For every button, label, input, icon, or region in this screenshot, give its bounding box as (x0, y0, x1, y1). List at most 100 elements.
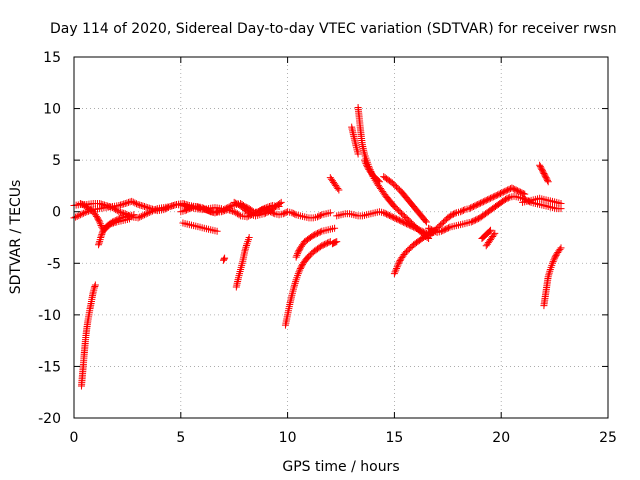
data-point (134, 200, 142, 208)
data-point (315, 229, 323, 237)
data-point (212, 208, 220, 216)
data-point (140, 211, 148, 219)
data-point (225, 203, 233, 211)
data-point (478, 198, 486, 206)
data-point (277, 198, 285, 206)
data-point (442, 225, 450, 233)
data-point (260, 210, 268, 218)
data-point (421, 217, 429, 225)
x-tick-label: 15 (385, 430, 403, 446)
data-point (100, 201, 108, 209)
data-point (181, 207, 189, 215)
data-point (391, 214, 399, 222)
data-point (73, 212, 81, 220)
data-point (106, 220, 114, 228)
data-point (308, 232, 316, 240)
data-point (185, 205, 193, 213)
data-point (492, 192, 500, 200)
data-point (550, 256, 558, 264)
data-point (116, 208, 124, 216)
data-point (459, 206, 467, 214)
series-sat-r (360, 156, 383, 186)
chart-title: Day 114 of 2020, Sidereal Day-to-day VTE… (50, 21, 617, 37)
y-tick-label: -5 (47, 256, 61, 272)
data-point (381, 209, 389, 217)
data-point (334, 185, 342, 193)
data-point (374, 177, 382, 185)
data-point (552, 251, 560, 259)
series-sat-z (540, 244, 565, 310)
series-sat-h (220, 254, 229, 264)
data-point (214, 207, 222, 215)
data-point (477, 199, 485, 207)
data-point (314, 229, 322, 237)
data-point (288, 209, 296, 217)
data-point (120, 200, 128, 208)
data-point (98, 230, 106, 238)
data-point (241, 245, 249, 253)
data-point (148, 207, 156, 215)
data-point (95, 241, 103, 249)
data-point (427, 226, 435, 234)
data-point (220, 206, 228, 214)
data-point (545, 271, 553, 279)
y-tick-label: -20 (38, 411, 61, 427)
data-point (123, 199, 131, 207)
data-point (224, 204, 232, 212)
data-point (309, 231, 317, 239)
series-sat-q (348, 123, 362, 158)
data-point (544, 178, 552, 186)
data-point (425, 224, 433, 232)
data-point (481, 197, 489, 205)
data-point (292, 253, 300, 261)
data-point (331, 224, 339, 232)
data-point (111, 219, 119, 227)
plot-frame (73, 56, 609, 419)
data-point (91, 282, 99, 290)
data-point (142, 203, 150, 211)
data-point (232, 199, 240, 207)
data-point (508, 184, 516, 192)
data-point (519, 189, 527, 197)
data-point (179, 199, 187, 207)
series-sat-n (326, 174, 343, 194)
data-point (475, 200, 483, 208)
data-point (78, 210, 86, 218)
series-sat-k (281, 238, 334, 329)
data-point (390, 270, 398, 278)
data-point (398, 218, 406, 226)
series-sat-l (292, 224, 339, 261)
data-point (504, 194, 512, 202)
series-sat-x (482, 229, 499, 250)
data-point (262, 209, 270, 217)
data-point (318, 242, 326, 250)
data-point (391, 268, 399, 276)
data-point (361, 158, 369, 166)
series-sat-v (425, 192, 565, 236)
data-point (394, 261, 402, 269)
data-point (235, 211, 243, 219)
data-point (187, 204, 195, 212)
data-point (95, 239, 103, 247)
data-point (400, 218, 408, 226)
data-point (75, 212, 83, 220)
data-point (467, 218, 475, 226)
data-point (546, 267, 554, 275)
data-point (144, 209, 152, 217)
series-sat-t (390, 226, 439, 278)
data-point (451, 209, 459, 217)
data-point (512, 186, 520, 194)
data-point (388, 213, 396, 221)
x-tick-label: 0 (70, 430, 79, 446)
y-tick-label: 5 (52, 153, 61, 169)
data-point (294, 270, 302, 278)
data-point (437, 227, 445, 235)
data-point (491, 229, 499, 237)
data-point (557, 199, 565, 207)
data-point (291, 281, 299, 289)
data-point (92, 212, 100, 220)
data-point (487, 194, 495, 202)
data-point (354, 150, 362, 158)
y-axis-label: SDTVAR / TECUs (8, 180, 24, 295)
data-point (503, 195, 511, 203)
